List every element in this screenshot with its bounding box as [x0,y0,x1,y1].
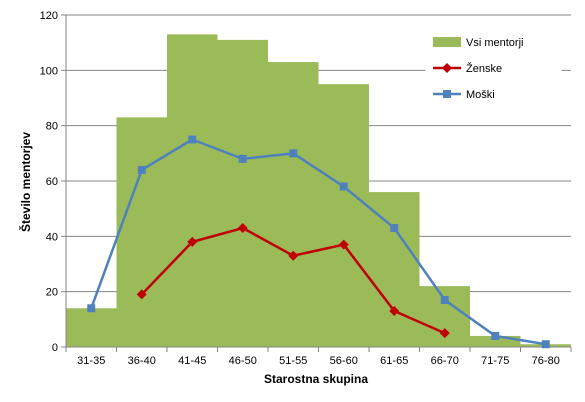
x-tick-label-46-50: 46-50 [229,355,257,367]
x-tick-label-51-55: 51-55 [279,355,307,367]
x-tick-label-56-60: 56-60 [330,355,358,367]
point--enske-46-50 [237,223,248,234]
bar-56-60 [318,84,369,348]
y-tick-label-120: 120 [40,10,58,22]
bar-31-35 [66,308,117,347]
x-tick-label-66-70: 66-70 [431,355,459,367]
point-mo-ki-46-50 [238,154,247,163]
point-mo-ki-61-65 [390,224,399,233]
point--enske-36-40 [136,289,147,300]
y-axis-title: Število mentorjev [18,132,33,232]
y-tick-label-80: 80 [46,121,58,133]
legend-item-2-label: Moški [466,89,495,101]
bar-51-55 [268,62,319,348]
point--enske-56-60 [338,239,349,250]
point-mo-ki-31-35 [87,304,96,313]
x-tick-label-71-75: 71-75 [481,355,509,367]
legend-item-1-marker [442,63,452,73]
legend-item-1-label: Ženske [466,62,502,75]
legend-item-0-swatch [433,37,461,47]
bar-71-75 [470,335,521,347]
point-mo-ki-41-45 [188,135,197,144]
line-mo-ki [90,138,546,346]
legend: Vsi mentorji Ženske Moški [425,25,562,113]
y-tick-label-40: 40 [46,231,58,243]
x-tick-label-31-35: 31-35 [77,355,105,367]
x-tick-label-76-80: 76-80 [532,355,560,367]
point-mo-ki-51-55 [289,149,298,158]
legend-item-2-marker [443,90,451,98]
x-axis-title: Starostna skupina [264,372,368,386]
y-tick-label-60: 60 [46,176,58,188]
point-mo-ki-76-80 [541,340,550,349]
point-mo-ki-71-75 [491,331,500,340]
x-tick-label-36-40: 36-40 [128,355,156,367]
y-tick-label-20: 20 [46,287,58,299]
line-series [87,135,550,349]
bar-46-50 [217,39,268,348]
point--enske-66-70 [439,328,450,339]
y-tick-label-100: 100 [40,65,58,77]
bar-61-65 [369,192,420,347]
point--enske-51-55 [288,250,299,261]
point--enske-61-65 [389,306,400,317]
point--enske-41-45 [187,236,198,247]
point-mo-ki-66-70 [440,295,449,304]
x-tick-label-41-45: 41-45 [178,355,206,367]
point-mo-ki-56-60 [339,182,348,191]
x-tick-label-61-65: 61-65 [380,355,408,367]
bar-36-40 [116,117,167,347]
tick-labels: 0 20 40 60 80 100 120 31-35 36-40 41-45 46-50 51-55… [40,10,560,367]
y-tick-label-0: 0 [52,342,58,354]
bar-series [66,34,571,348]
bar-41-45 [167,34,218,347]
point-mo-ki-36-40 [137,165,146,174]
legend-item-0-label: Vsi mentorji [466,37,523,49]
axes [61,14,572,352]
